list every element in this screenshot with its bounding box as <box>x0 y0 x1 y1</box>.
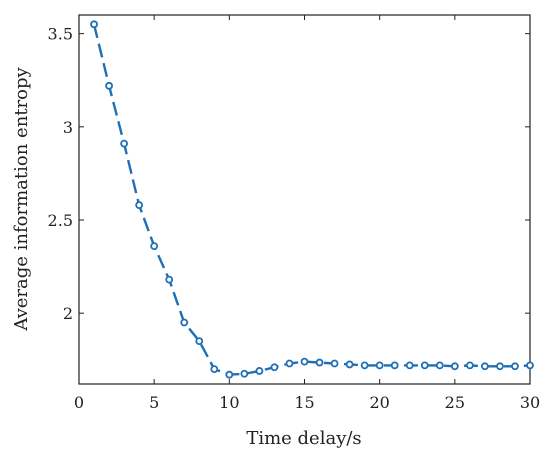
data-point <box>240 369 249 378</box>
data-point <box>300 357 309 366</box>
x-axis-ticks: 0 5 10 15 20 25 30 <box>74 15 540 412</box>
data-point <box>180 318 189 327</box>
data-point <box>315 358 324 367</box>
data-point <box>210 365 219 373</box>
x-tick-label: 30 <box>520 393 540 412</box>
data-point <box>526 361 534 370</box>
data-point <box>90 20 98 29</box>
data-point <box>420 361 429 370</box>
x-tick-label: 10 <box>219 393 239 412</box>
x-tick-label: 0 <box>74 393 84 412</box>
y-tick-label: 3.5 <box>48 25 73 44</box>
y-tick-label: 2.5 <box>48 211 73 230</box>
data-point <box>465 361 474 370</box>
data-point <box>390 361 399 370</box>
data-point <box>345 360 354 369</box>
data-point <box>105 81 113 90</box>
y-tick-label: 2 <box>63 304 73 323</box>
x-axis-label: Time delay/s <box>246 428 361 449</box>
data-point <box>480 362 489 371</box>
data-point <box>135 201 144 209</box>
y-axis-label: Average information entropy <box>11 67 32 332</box>
data-point <box>165 275 174 284</box>
data-point <box>360 361 369 370</box>
x-tick-label: 5 <box>149 393 159 412</box>
x-tick-label: 15 <box>294 393 314 412</box>
data-point <box>285 359 294 368</box>
data-point <box>435 361 444 370</box>
data-point <box>225 370 234 379</box>
y-tick-label: 3 <box>63 118 73 137</box>
data-point <box>330 359 339 368</box>
data-point <box>255 367 264 375</box>
data-point <box>405 361 414 370</box>
series-markers <box>90 20 534 379</box>
data-point <box>120 139 128 148</box>
data-point <box>450 362 459 371</box>
data-point <box>150 242 159 250</box>
data-point <box>511 362 519 371</box>
y-axis-ticks: 2 2.5 3 3.5 <box>48 25 530 323</box>
x-tick-label: 20 <box>369 393 389 412</box>
data-point <box>270 363 279 372</box>
data-point <box>195 337 204 346</box>
x-tick-label: 25 <box>445 393 465 412</box>
data-point <box>375 361 384 370</box>
plot-frame <box>78 14 531 385</box>
series-line <box>92 24 531 376</box>
data-point <box>496 362 504 371</box>
